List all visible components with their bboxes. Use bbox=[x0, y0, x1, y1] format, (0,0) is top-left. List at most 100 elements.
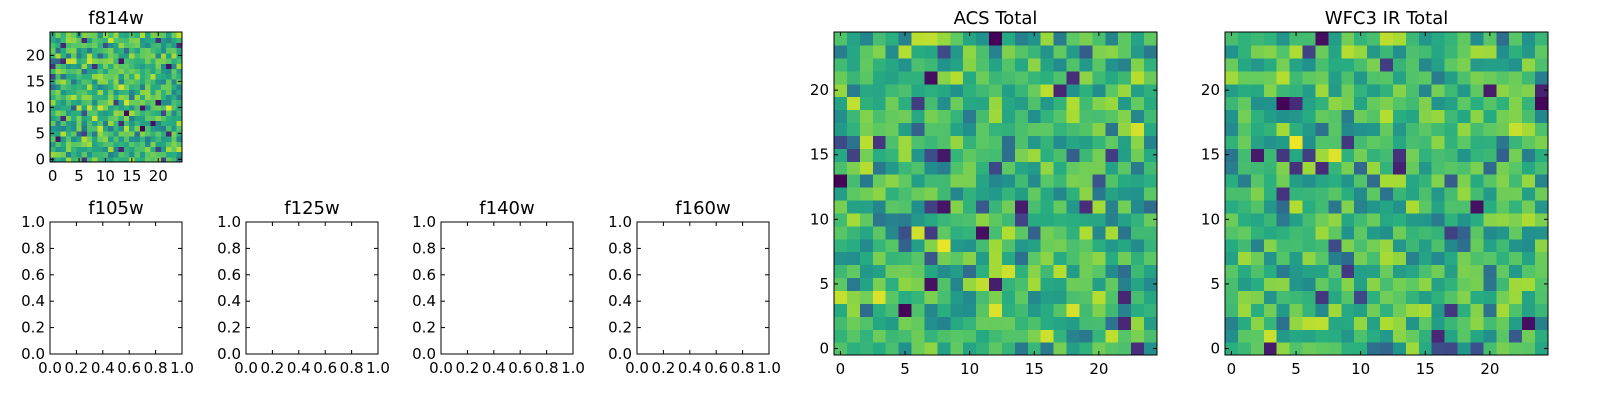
heatmap-cell bbox=[1302, 32, 1317, 46]
heatmap-cell bbox=[118, 63, 125, 69]
y-tick-label: 20 bbox=[26, 46, 45, 64]
heatmap-cell bbox=[1289, 277, 1304, 291]
heatmap-cell bbox=[1144, 32, 1158, 46]
heatmap-cell bbox=[1522, 122, 1536, 136]
heatmap-cell bbox=[1380, 316, 1394, 330]
heatmap-cell bbox=[1053, 277, 1068, 291]
heatmap-cell bbox=[1392, 32, 1407, 46]
heatmap-cell bbox=[155, 42, 162, 49]
y-tick-label: 0.6 bbox=[21, 266, 45, 284]
heatmap-cell bbox=[898, 277, 913, 291]
heatmap-cell bbox=[176, 94, 183, 101]
heatmap-cell bbox=[92, 115, 99, 121]
heatmap-cell bbox=[102, 99, 109, 106]
heatmap-cell bbox=[1535, 96, 1549, 111]
heatmap-cell bbox=[1522, 44, 1536, 59]
heatmap-cell bbox=[1289, 225, 1304, 240]
heatmap-cell bbox=[97, 104, 104, 111]
heatmap-cell bbox=[924, 212, 938, 227]
heatmap-cell bbox=[911, 174, 926, 188]
heatmap-cell bbox=[885, 303, 900, 317]
heatmap-cell bbox=[113, 136, 120, 142]
heatmap-cell bbox=[139, 125, 146, 132]
heatmap-cell bbox=[1470, 277, 1484, 291]
heatmap-cell bbox=[1392, 290, 1407, 304]
heatmap-cell bbox=[50, 37, 56, 43]
heatmap-cell bbox=[150, 99, 157, 106]
heatmap-cell bbox=[1444, 316, 1459, 330]
heatmap-cell bbox=[1341, 148, 1355, 162]
heatmap-cell bbox=[1328, 329, 1342, 343]
heatmap-cell bbox=[1144, 174, 1158, 188]
heatmap-cell bbox=[129, 146, 136, 153]
heatmap-cell bbox=[1483, 212, 1497, 227]
heatmap-cell bbox=[1392, 148, 1407, 162]
heatmap-cell bbox=[859, 290, 874, 304]
heatmap-cell bbox=[1092, 44, 1106, 59]
heatmap-cell bbox=[113, 104, 120, 111]
heatmap-cell bbox=[937, 264, 951, 279]
heatmap-cell bbox=[1496, 32, 1510, 46]
heatmap-cell bbox=[129, 37, 136, 43]
heatmap-cell bbox=[989, 290, 1003, 304]
heatmap-cell bbox=[1392, 187, 1407, 201]
heatmap-cell bbox=[108, 141, 114, 147]
heatmap-cell bbox=[1354, 199, 1368, 214]
heatmap-cell bbox=[65, 37, 72, 43]
heatmap-cell bbox=[924, 329, 938, 343]
heatmap-cell bbox=[924, 57, 938, 72]
heatmap-cell bbox=[1237, 135, 1252, 149]
axes-frame bbox=[636, 221, 770, 355]
heatmap-cell bbox=[1053, 303, 1068, 317]
heatmap-cell bbox=[1509, 44, 1523, 59]
heatmap-cell bbox=[81, 52, 88, 59]
heatmap-cell bbox=[989, 44, 1003, 59]
heatmap-cell bbox=[950, 109, 964, 124]
heatmap-cell bbox=[65, 130, 72, 137]
heatmap-cell bbox=[1250, 199, 1265, 214]
heatmap-cell bbox=[86, 156, 93, 163]
heatmap-cell bbox=[71, 125, 77, 132]
heatmap-cell bbox=[1079, 57, 1093, 72]
heatmap-cell bbox=[1118, 329, 1132, 343]
heatmap-cell bbox=[160, 73, 167, 80]
heatmap-cell bbox=[1237, 277, 1252, 291]
heatmap-cell bbox=[1263, 225, 1278, 240]
heatmap-cell bbox=[950, 342, 964, 356]
heatmap-cell bbox=[76, 47, 83, 54]
heatmap-cell bbox=[1509, 290, 1523, 304]
heatmap-cell bbox=[86, 141, 93, 147]
heatmap-cell bbox=[118, 104, 125, 111]
heatmap-cell bbox=[1250, 290, 1265, 304]
heatmap-cell bbox=[81, 73, 88, 80]
heatmap-cell bbox=[1014, 199, 1029, 214]
heatmap-cell bbox=[1418, 251, 1433, 266]
heatmap-cell bbox=[911, 148, 926, 162]
heatmap-cell bbox=[1496, 96, 1510, 111]
heatmap-cell bbox=[859, 199, 874, 214]
heatmap-cell bbox=[834, 161, 848, 175]
heatmap-cell bbox=[1405, 32, 1420, 46]
heatmap-cell bbox=[1496, 174, 1510, 188]
heatmap-cell bbox=[1522, 96, 1536, 111]
heatmap-cell bbox=[834, 277, 848, 291]
heatmap-cell bbox=[872, 96, 887, 111]
heatmap-cell bbox=[1225, 44, 1239, 59]
heatmap-cell bbox=[92, 146, 99, 153]
heatmap-cell bbox=[1315, 135, 1329, 149]
heatmap-cell bbox=[1237, 251, 1252, 266]
heatmap-cell bbox=[102, 110, 109, 116]
heatmap-cell bbox=[60, 156, 67, 163]
heatmap-cell bbox=[1237, 44, 1252, 59]
heatmap-cell bbox=[1328, 225, 1342, 240]
heatmap-cell bbox=[1289, 329, 1304, 343]
heatmap-cell bbox=[1131, 161, 1145, 175]
heatmap-cell bbox=[1263, 161, 1278, 175]
heatmap-cell bbox=[92, 125, 99, 132]
heatmap-cell bbox=[1444, 83, 1459, 98]
heatmap-cell bbox=[1066, 187, 1081, 201]
heatmap-cell bbox=[166, 37, 173, 43]
x-tick-label: 0.2 bbox=[455, 359, 479, 377]
heatmap-cell bbox=[1105, 187, 1119, 201]
heatmap-cell bbox=[102, 84, 109, 90]
